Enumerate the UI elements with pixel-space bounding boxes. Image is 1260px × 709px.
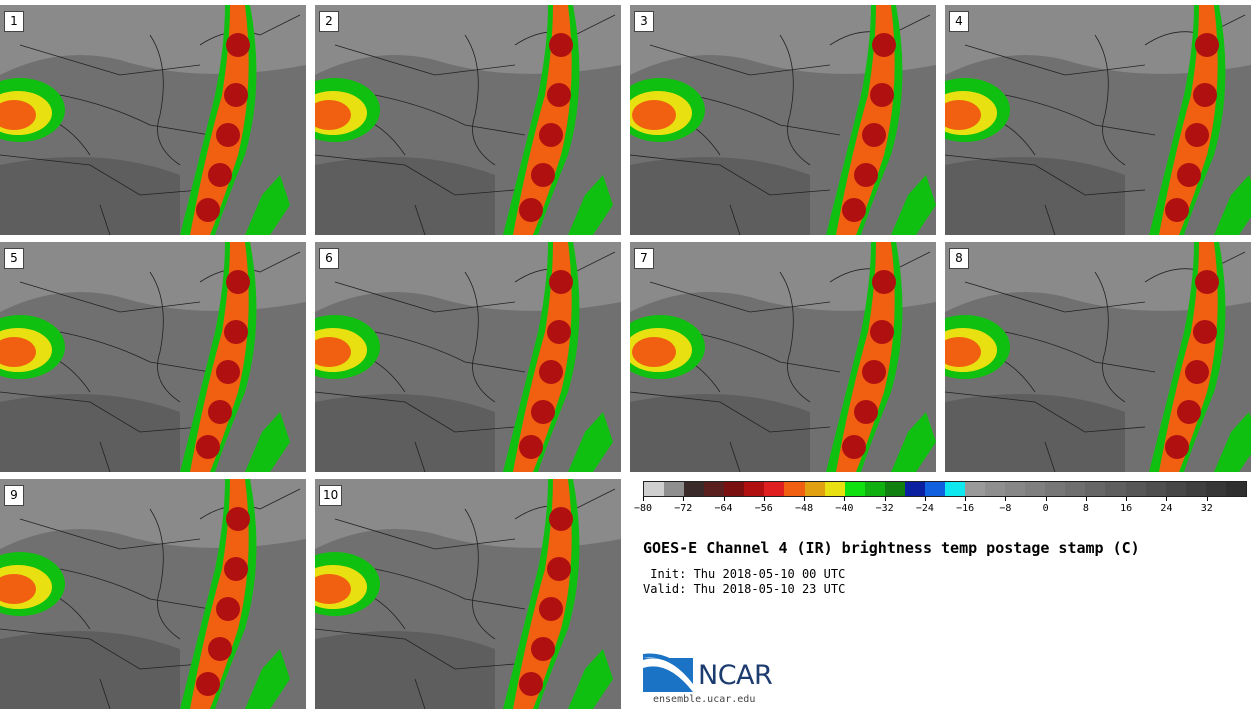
ir-satellite-map [945, 5, 1251, 235]
colorbar-swatch [824, 482, 845, 496]
colorbar-swatch [1225, 482, 1246, 496]
colorbar-tick-label: −8 [999, 497, 1011, 514]
tick-text: −72 [674, 503, 693, 514]
colorbar-swatch [864, 482, 885, 496]
colorbar-tick-label: −16 [956, 497, 974, 514]
panel-number: 10 [319, 485, 343, 506]
panel-number: 6 [319, 248, 339, 269]
tick-text: −48 [795, 503, 814, 514]
colorbar-swatch [884, 482, 905, 496]
colorbar-swatch [784, 482, 805, 496]
colorbar-swatch [944, 482, 965, 496]
ir-satellite-map [630, 242, 936, 472]
colorbar [643, 481, 1247, 497]
forecast-panel: 7 [630, 242, 936, 472]
ir-satellite-map [945, 242, 1251, 472]
tick-text: −64 [714, 503, 733, 514]
tick-text: −80 [633, 503, 653, 514]
forecast-panel: 8 [945, 242, 1251, 472]
forecast-panel: 2 [315, 5, 621, 235]
colorbar-swatch [844, 482, 865, 496]
tick-text: 32 [1200, 503, 1213, 514]
colorbar-tick-label: 0 [1043, 497, 1049, 514]
colorbar-tick-label: 8 [1083, 497, 1089, 514]
colorbar-swatch [985, 482, 1006, 496]
colorbar-swatch [1205, 482, 1226, 496]
colorbar-swatch [704, 482, 725, 496]
colorbar-swatch [644, 482, 665, 496]
tick-text: 16 [1120, 503, 1133, 514]
tick-text: −32 [875, 503, 894, 514]
forecast-panel: 1 [0, 5, 306, 235]
ir-satellite-map [315, 479, 621, 709]
panel-number: 9 [4, 485, 24, 506]
colorbar-swatch [904, 482, 925, 496]
colorbar-swatch [1105, 482, 1126, 496]
forecast-panel: 9 [0, 479, 306, 709]
panel-number: 4 [949, 11, 969, 32]
ir-satellite-map [0, 242, 306, 472]
tick-text: 0 [1042, 503, 1049, 514]
colorbar-tick-label: −56 [755, 497, 773, 514]
colorbar-ticks: −80 −72 −64 −56 −48 −40 −32 −24 −16 −8 0 8 16 24 32 [634, 497, 1247, 517]
colorbar-tick-label: −24 [916, 497, 934, 514]
colorbar-swatch [1005, 482, 1026, 496]
colorbar-swatch [684, 482, 705, 496]
colorbar-tick-label: −40 [835, 497, 853, 514]
colorbar-swatch [1085, 482, 1106, 496]
ncar-logo-icon [643, 653, 693, 692]
tick-text: −16 [956, 503, 975, 514]
tick-text: 8 [1082, 503, 1089, 514]
colorbar-swatch [764, 482, 785, 496]
ir-satellite-map [315, 5, 621, 235]
panel-number: 5 [4, 248, 24, 269]
colorbar-swatch [1165, 482, 1186, 496]
forecast-panel: 4 [945, 5, 1251, 235]
colorbar-swatch [744, 482, 765, 496]
init-time: Init: Thu 2018-05-10 00 UTC [643, 567, 846, 581]
colorbar-swatch [724, 482, 745, 496]
panel-number: 3 [634, 11, 654, 32]
tick-text: 24 [1160, 503, 1173, 514]
colorbar-swatch [1025, 482, 1046, 496]
forecast-panel: 6 [315, 242, 621, 472]
panel-number: 1 [4, 11, 24, 32]
colorbar-tick-label: −72 [674, 497, 692, 514]
colorbar-tick-label: −64 [715, 497, 733, 514]
logo-text: NCAR [698, 660, 773, 691]
panel-number: 2 [319, 11, 339, 32]
tick-text: −24 [915, 503, 934, 514]
tick-text: −40 [835, 503, 854, 514]
colorbar-swatch [1185, 482, 1206, 496]
forecast-panel: 10 [315, 479, 621, 709]
colorbar-tick-label: 32 [1201, 497, 1213, 514]
ir-satellite-map [0, 479, 306, 709]
figure-title: GOES-E Channel 4 (IR) brightness temp po… [643, 539, 1140, 557]
ir-satellite-map [315, 242, 621, 472]
colorbar-swatch [664, 482, 685, 496]
panel-number: 8 [949, 248, 969, 269]
colorbar-swatch [1065, 482, 1086, 496]
valid-time: Valid: Thu 2018-05-10 23 UTC [643, 582, 846, 596]
colorbar-swatch [1145, 482, 1166, 496]
colorbar-swatch [804, 482, 825, 496]
forecast-panel: 3 [630, 5, 936, 235]
colorbar-tick-label: 16 [1120, 497, 1132, 514]
colorbar-swatch [965, 482, 986, 496]
panel-number: 7 [634, 248, 654, 269]
colorbar-swatch [924, 482, 945, 496]
colorbar-swatch [1125, 482, 1146, 496]
ir-satellite-map [630, 5, 936, 235]
forecast-panel: 5 [0, 242, 306, 472]
ir-satellite-map [0, 5, 306, 235]
colorbar-tick-label: 24 [1160, 497, 1172, 514]
logo-url: ensemble.ucar.edu [653, 694, 756, 705]
colorbar-tick-label: −32 [876, 497, 894, 514]
colorbar-swatch [1045, 482, 1066, 496]
colorbar-tick-label: −80 [634, 497, 652, 514]
tick-text: −8 [999, 503, 1012, 514]
tick-text: −56 [754, 503, 773, 514]
colorbar-tick-label: −48 [795, 497, 813, 514]
